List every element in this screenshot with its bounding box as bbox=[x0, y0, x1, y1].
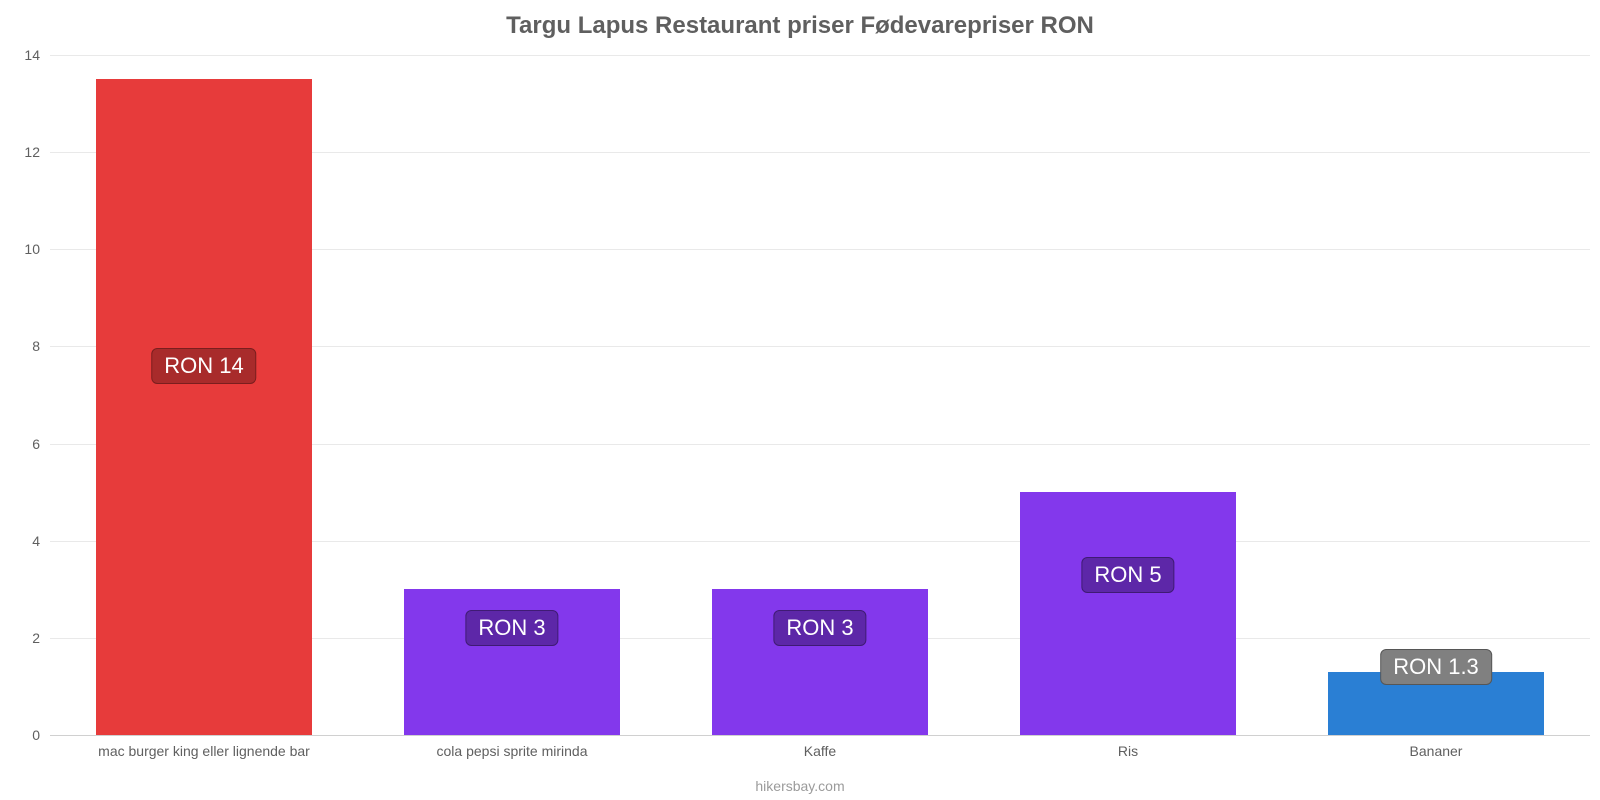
y-tick-label: 0 bbox=[32, 727, 50, 743]
y-tick-label: 2 bbox=[32, 630, 50, 646]
y-tick-label: 8 bbox=[32, 338, 50, 354]
y-tick-label: 12 bbox=[24, 144, 50, 160]
gridline bbox=[50, 55, 1590, 56]
value-badge: RON 3 bbox=[465, 610, 558, 646]
value-badge: RON 3 bbox=[773, 610, 866, 646]
value-badge: RON 5 bbox=[1081, 557, 1174, 593]
chart-footer: hikersbay.com bbox=[755, 778, 844, 794]
bar-chart: Targu Lapus Restaurant priser Fødevarepr… bbox=[0, 0, 1600, 800]
y-tick-label: 10 bbox=[24, 241, 50, 257]
x-tick-label: Kaffe bbox=[804, 735, 836, 759]
x-tick-label: mac burger king eller lignende bar bbox=[98, 735, 310, 759]
x-tick-label: cola pepsi sprite mirinda bbox=[437, 735, 588, 759]
plot-area: 02468101214mac burger king eller lignend… bbox=[50, 55, 1590, 735]
y-tick-label: 6 bbox=[32, 436, 50, 452]
y-tick-label: 14 bbox=[24, 47, 50, 63]
x-tick-label: Ris bbox=[1118, 735, 1138, 759]
x-tick-label: Bananer bbox=[1410, 735, 1463, 759]
bar bbox=[1020, 492, 1236, 735]
value-badge: RON 14 bbox=[151, 348, 256, 384]
chart-title: Targu Lapus Restaurant priser Fødevarepr… bbox=[506, 12, 1094, 40]
value-badge: RON 1.3 bbox=[1380, 649, 1492, 685]
y-tick-label: 4 bbox=[32, 533, 50, 549]
bar bbox=[96, 79, 312, 735]
